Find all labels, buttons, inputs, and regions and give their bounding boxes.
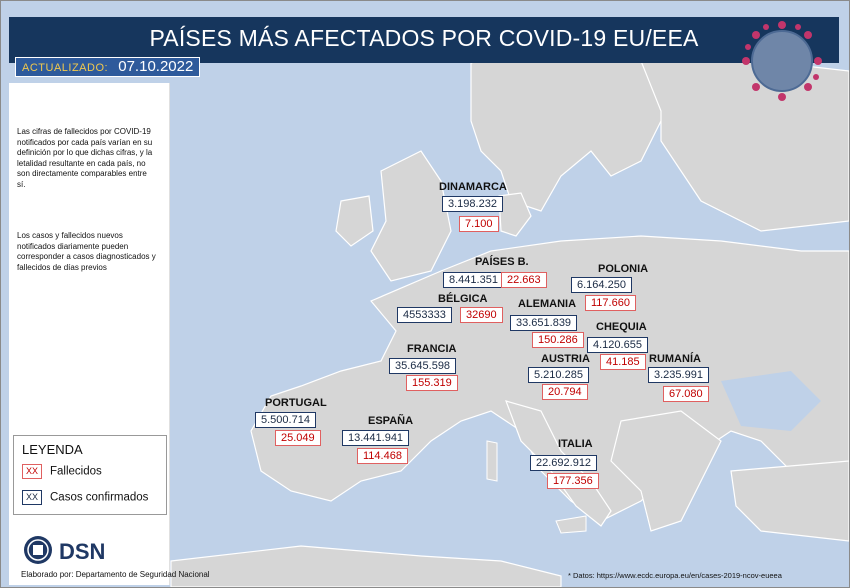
country-name: ITALIA [558,438,593,450]
legend-item-cases: XX Casos confirmados [22,490,148,505]
deaths-value: 7.100 [459,216,499,232]
updated-date-badge: ACTUALIZADO: 07.10.2022 [15,57,201,77]
cases-value: 3.235.991 [648,367,709,383]
cases-value: 4.120.655 [587,337,648,353]
deaths-value: 25.049 [275,430,321,446]
data-source: * Datos: https://www.ecdc.europa.eu/en/c… [568,571,782,580]
updated-date: 07.10.2022 [118,58,194,75]
legend-label-deaths: Fallecidos [50,465,102,478]
country-name: ALEMANIA [518,298,577,310]
dsn-seal-icon [24,536,52,564]
cases-value: 5.210.285 [528,367,589,383]
country-name: DINAMARCA [439,181,507,193]
legend-marker-cases: XX [22,490,42,505]
country-name: PAÍSES B. [475,256,529,268]
legend: LEYENDA XX Fallecidos XX Casos confirmados [13,435,167,515]
legend-marker-deaths: XX [22,464,42,479]
country-name: BÉLGICA [438,293,488,305]
country-name: POLONIA [598,263,649,275]
coronavirus-icon [742,21,822,101]
country-name: RUMANÍA [649,353,701,365]
note-daily-reports: Los casos y fallecidos nuevos notificado… [17,231,156,272]
page-title: PAÍSES MÁS AFECTADOS POR COVID-19 EU/EEA [149,25,699,51]
legend-item-deaths: XX Fallecidos [22,464,102,479]
dsn-logo-text: DSN [59,539,106,564]
cases-value: 4553333 [397,307,452,323]
country-name: FRANCIA [407,343,457,355]
country-name: AUSTRIA [541,353,590,365]
country-name: PORTUGAL [265,397,327,409]
cases-value: 3.198.232 [442,196,503,212]
cases-value: 22.692.912 [530,455,598,471]
title-bar: PAÍSES MÁS AFECTADOS POR COVID-19 EU/EEA [9,17,839,63]
dsn-logo: DSN [23,535,113,567]
deaths-value: 117.660 [585,295,636,311]
cases-value: 6.164.250 [571,277,632,293]
cases-value: 5.500.714 [255,412,316,428]
cases-value: 33.651.839 [510,315,578,331]
deaths-value: 114.468 [357,448,408,464]
cases-value: 35.645.598 [389,358,457,374]
country-name: CHEQUIA [596,321,647,333]
updated-label: ACTUALIZADO: [22,62,109,74]
deaths-value: 155.319 [406,375,458,391]
deaths-value: 177.356 [547,473,599,489]
legend-label-cases: Casos confirmados [50,491,149,504]
deaths-value: 22.663 [501,272,547,288]
credit-text: Elaborado por: Departamento de Seguridad… [21,570,210,579]
deaths-value: 20.794 [542,384,588,400]
deaths-value: 150.286 [532,332,584,348]
deaths-value: 32690 [460,307,503,323]
country-name: ESPAÑA [368,415,414,427]
deaths-value: 41.185 [600,354,646,370]
deaths-value: 67.080 [663,386,709,402]
legend-title: LEYENDA [22,442,83,457]
cases-value: 13.441.941 [342,430,410,446]
cases-value: 8.441.351 [443,272,504,288]
note-deaths-definition: Las cifras de fallecidos por COVID-19 no… [17,127,153,189]
